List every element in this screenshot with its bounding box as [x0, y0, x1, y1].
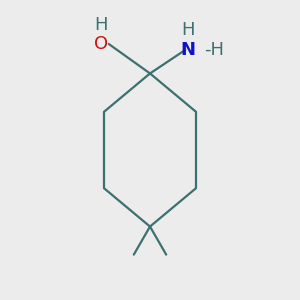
Text: N: N — [181, 41, 196, 59]
Text: -H: -H — [205, 41, 224, 59]
Text: H: H — [182, 21, 195, 39]
Text: H: H — [95, 16, 108, 34]
Text: O: O — [94, 35, 109, 53]
